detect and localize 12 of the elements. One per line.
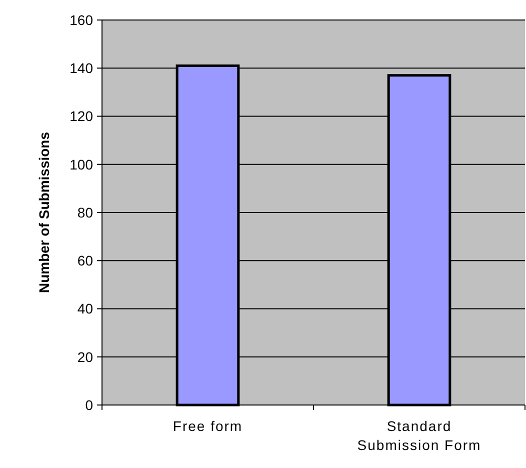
y-tick-label: 40 xyxy=(77,300,94,317)
y-axis-title: Number of Submissions xyxy=(36,132,52,294)
y-tick-label: 20 xyxy=(77,348,94,365)
x-tick-label: Standard Submission Form xyxy=(357,418,482,453)
y-tick-label: 160 xyxy=(70,12,94,28)
y-tick-label: 100 xyxy=(70,156,94,172)
y-tick-label: 80 xyxy=(77,204,94,220)
y-tick-label: 140 xyxy=(70,60,94,76)
y-tick-label: 120 xyxy=(70,108,94,124)
x-tick-label: Free form xyxy=(172,418,243,434)
y-tick-label: 60 xyxy=(77,252,94,269)
y-tick-label: 0 xyxy=(85,396,94,413)
